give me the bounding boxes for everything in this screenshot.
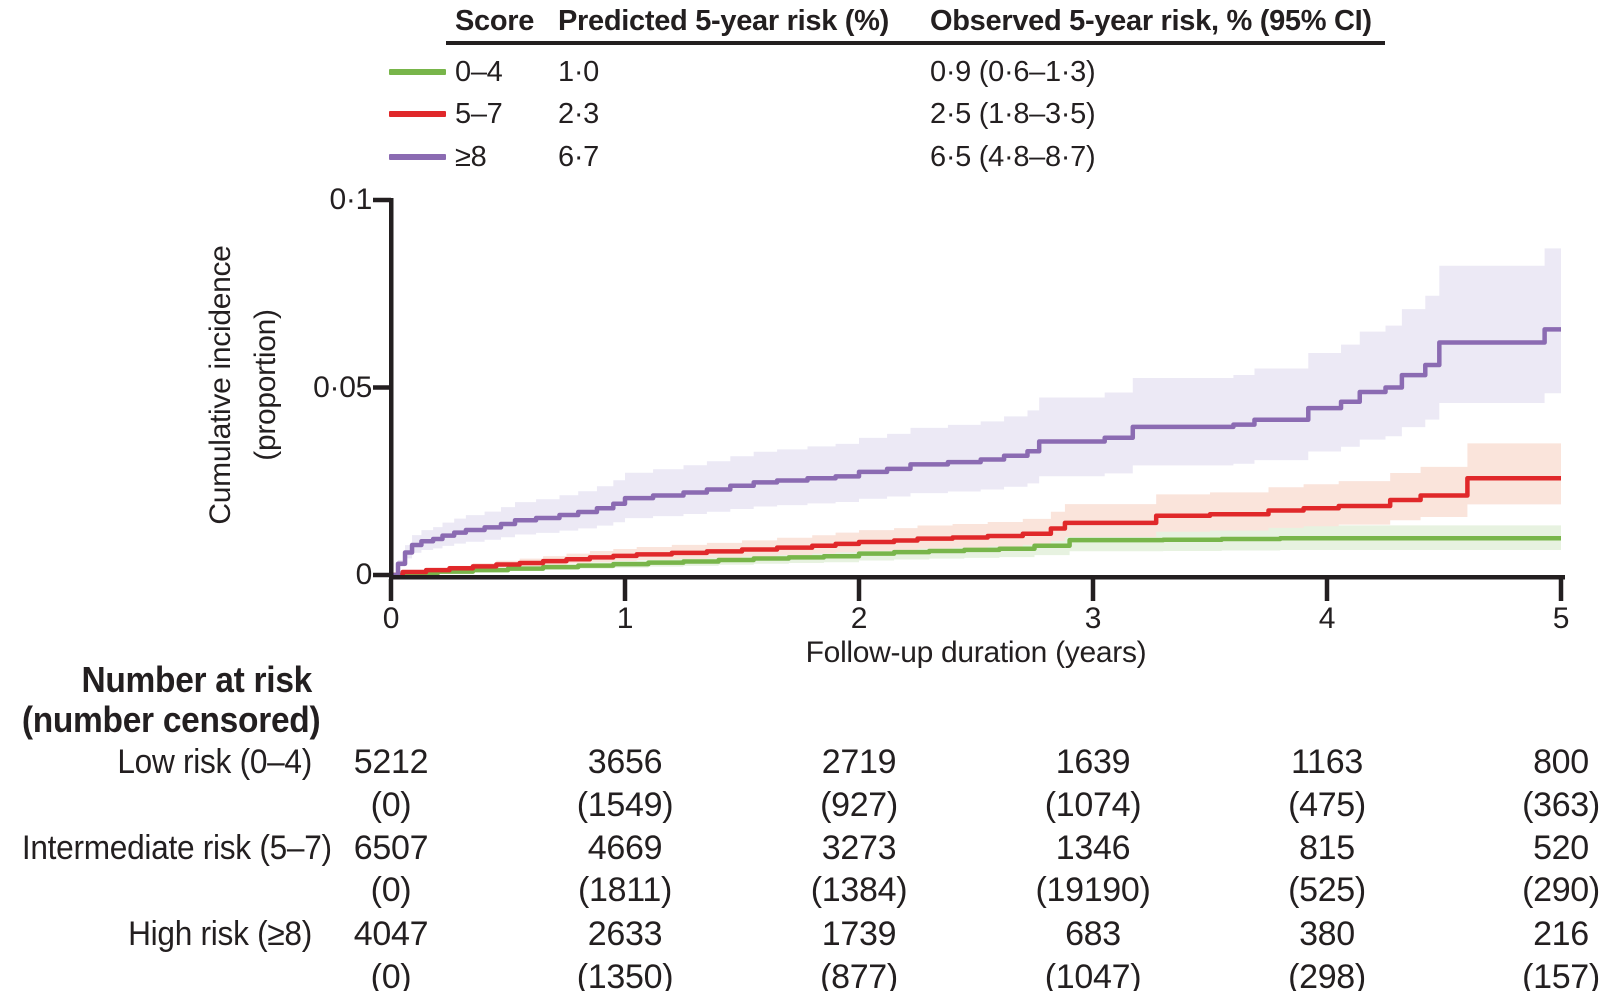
risk-censored-cell: (0) — [370, 786, 412, 824]
risk-row-label-high: High risk (≥8) — [128, 915, 312, 953]
legend-observed-intermediate: 2·5 (1·8–3·5) — [930, 98, 1096, 130]
risk-censored-cell: (525) — [1288, 871, 1366, 909]
y-tick-label: 0·1 — [329, 183, 373, 216]
risk-censored-cell: (19190) — [1035, 871, 1151, 909]
y-tick-label: 0 — [355, 558, 373, 591]
risk-count-cell: 1639 — [1055, 743, 1131, 781]
risk-count-cell: 216 — [1533, 915, 1589, 953]
x-tick-label: 0 — [382, 602, 400, 635]
legend-header-observed: Observed 5-year risk, % (95% CI) — [930, 5, 1372, 37]
risk-censored-cell: (1384) — [810, 871, 908, 909]
x-tick-label: 5 — [1552, 602, 1570, 635]
risk-censored-cell: (157) — [1522, 958, 1600, 991]
legend-swatch-high-icon — [389, 154, 446, 160]
risk-count-cell: 683 — [1065, 915, 1121, 953]
risk-count-cell: 520 — [1533, 829, 1589, 867]
legend-swatch-low-icon — [389, 69, 446, 75]
risk-count-cell: 2719 — [821, 743, 897, 781]
risk-count-cell: 1739 — [821, 915, 897, 953]
legend-observed-high: 6·5 (4·8–8·7) — [930, 141, 1096, 173]
y-tick — [373, 385, 391, 390]
y-axis-spine — [389, 198, 394, 579]
legend-predicted-intermediate: 2·3 — [558, 98, 600, 130]
risk-count-cell: 6507 — [353, 829, 429, 867]
x-tick — [388, 579, 394, 601]
risk-censored-cell: (877) — [820, 958, 898, 991]
risk-count-cell: 380 — [1299, 915, 1355, 953]
x-tick-label: 2 — [850, 602, 868, 635]
risk-count-cell: 2633 — [587, 915, 663, 953]
legend-score-low: 0–4 — [455, 56, 503, 88]
risk-count-cell: 800 — [1533, 743, 1589, 781]
legend-header-predicted: Predicted 5-year risk (%) — [558, 5, 889, 37]
risk-censored-cell: (1350) — [576, 958, 674, 991]
legend-score-intermediate: 5–7 — [455, 98, 503, 130]
risk-count-cell: 1163 — [1291, 743, 1363, 781]
x-tick — [1324, 579, 1330, 601]
legend-swatch-intermediate-icon — [389, 111, 446, 117]
risk-count-cell: 815 — [1299, 829, 1355, 867]
risk-count-cell: 3273 — [821, 829, 897, 867]
y-tick-label: 0·05 — [313, 370, 372, 404]
x-tick-label: 3 — [1084, 602, 1102, 635]
legend-predicted-low: 1·0 — [558, 56, 600, 88]
x-tick-label: 1 — [616, 602, 634, 635]
x-tick-label: 4 — [1318, 602, 1336, 635]
risk-count-cell: 3656 — [587, 743, 663, 781]
risk-censored-cell: (475) — [1288, 786, 1366, 824]
risk-censored-cell: (0) — [370, 871, 412, 909]
risk-censored-cell: (1811) — [578, 871, 672, 909]
risk-censored-cell: (1047) — [1044, 958, 1142, 991]
risk-row-label-low: Low risk (0–4) — [117, 743, 312, 781]
risk-table-header-line2: (number censored) — [21, 699, 321, 740]
x-tick — [856, 579, 862, 601]
series-line-2 — [391, 327, 1561, 578]
x-tick — [622, 579, 628, 601]
y-tick — [373, 572, 391, 578]
risk-row-label-intermediate: Intermediate risk (5–7) — [21, 829, 332, 867]
y-axis-title-line1: Cumulative incidence — [204, 245, 237, 525]
risk-censored-cell: (0) — [370, 958, 412, 991]
risk-count-cell: 4669 — [587, 829, 663, 867]
legend-score-high: ≥8 — [455, 141, 487, 173]
risk-censored-cell: (298) — [1288, 958, 1366, 991]
y-tick — [373, 197, 391, 203]
series-line-1 — [391, 476, 1561, 578]
legend-observed-low: 0·9 (0·6–1·3) — [930, 56, 1096, 88]
risk-censored-cell: (927) — [820, 786, 898, 824]
risk-censored-cell: (363) — [1522, 786, 1600, 824]
x-axis-title: Follow-up duration (years) — [805, 636, 1147, 669]
risk-censored-cell: (1549) — [576, 786, 674, 824]
x-tick — [1090, 579, 1096, 601]
risk-count-cell: 1346 — [1055, 829, 1131, 867]
legend-header-score: Score — [455, 5, 535, 37]
risk-count-cell: 5212 — [353, 743, 429, 781]
risk-censored-cell: (290) — [1522, 871, 1600, 909]
series-line-0 — [391, 536, 1561, 578]
legend-predicted-high: 6·7 — [558, 141, 600, 173]
legend-header-rule — [446, 41, 1385, 45]
risk-count-cell: 4047 — [353, 915, 429, 953]
risk-censored-cell: (1074) — [1044, 786, 1142, 824]
x-axis-spine — [389, 575, 1565, 580]
x-tick — [1558, 579, 1564, 601]
risk-table-header-line1: Number at risk — [81, 659, 312, 700]
